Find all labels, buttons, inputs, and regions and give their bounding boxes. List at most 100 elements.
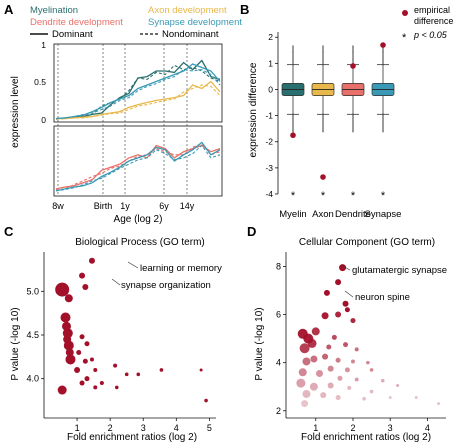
panel-a-xlabel: Age (log 2): [114, 214, 163, 225]
scatter-point: [57, 385, 67, 395]
scatter-point: [82, 283, 89, 290]
scatter-point: [299, 343, 310, 354]
scatter-point: [310, 355, 318, 363]
scatter-point: [344, 307, 350, 313]
scatter-point: [369, 389, 374, 394]
legend-sig-text: p < 0.05: [413, 30, 448, 40]
significance-star: *: [291, 190, 296, 202]
scatter-point: [347, 385, 352, 390]
scatter-point: [344, 367, 350, 373]
scatter-point: [350, 318, 356, 324]
scatter-point: [437, 402, 441, 406]
scatter-point: [366, 360, 370, 365]
panel-c-title: Biological Process (GO term): [75, 237, 204, 248]
panel-c-xlabel: Fold enrichment ratios (log 2): [67, 432, 197, 443]
scatter-point: [302, 389, 311, 398]
legend-axon: Axon development: [148, 5, 227, 16]
ytick-label: 4.5: [26, 330, 39, 340]
scatter-point: [88, 257, 95, 264]
series-line-synapse-development-nondominant: [55, 69, 221, 120]
panel-d-axes: 1 2 3 4 2 4 6 8: [276, 252, 446, 433]
scatter-point: [342, 300, 349, 307]
scatter-point: [79, 380, 85, 386]
scatter-point: [62, 328, 73, 339]
scatter-point: [350, 359, 355, 364]
scatter-point: [307, 338, 317, 348]
empirical-point-synapse: [380, 42, 386, 48]
panel-b-ytick-label: 0: [268, 84, 273, 94]
scatter-point: [369, 368, 374, 372]
outlier-point: [292, 45, 294, 48]
ytick-label: 5.0: [26, 286, 39, 296]
scatter-point: [65, 354, 76, 365]
scatter-point: [79, 272, 86, 279]
series-line-dendrite-development-dominant: [55, 144, 221, 190]
outlier-point: [382, 130, 384, 133]
ytick-label: 8: [276, 261, 281, 271]
scatter-point: [114, 385, 119, 390]
scatter-point: [339, 264, 347, 272]
panel-a-ytick-0.5: 0.5: [34, 77, 46, 87]
panel-b-ytick-label: -1: [265, 111, 273, 121]
scatter-point: [99, 381, 104, 386]
legend-sig-star: *: [402, 32, 407, 44]
panel-b-ylabel: expression difference: [248, 62, 259, 157]
scatter-point: [82, 358, 88, 364]
panel-d-annotations: glutamatergic synapse neuron spine: [340, 264, 447, 303]
scatter-point: [124, 372, 129, 377]
panel-a-ytick-1: 1: [41, 40, 46, 50]
scatter-point: [327, 382, 334, 389]
xtick-label: 1: [75, 423, 80, 433]
scatter-point: [335, 279, 342, 286]
scatter-point: [65, 348, 74, 357]
series-line-myelination-dominant: [55, 59, 221, 120]
outlier-point: [352, 130, 354, 133]
legend-myelination: Myelination: [30, 5, 78, 16]
panel-a-ytick-0: 0: [41, 115, 46, 125]
scatter-point: [327, 365, 334, 372]
panel-d-label: D: [247, 224, 256, 239]
panel-a-label: A: [4, 2, 14, 17]
panel-a-bottom-series: [55, 141, 221, 192]
annotation-synapse-organization: synapse organization: [121, 280, 211, 291]
panel-a-xtick-14y: 14y: [180, 201, 195, 211]
scatter-point: [315, 369, 323, 377]
scatter-point: [326, 344, 332, 350]
scatter-point: [79, 334, 85, 340]
panel-c-points: [55, 257, 208, 403]
scatter-point: [204, 398, 208, 403]
panel-a-bottom-axes: [53, 125, 223, 197]
legend-dominant-label: Dominant: [52, 29, 93, 40]
xtick-label: 2: [108, 423, 113, 433]
scatter-point: [335, 395, 341, 401]
empirical-point-axon: [320, 174, 326, 180]
panel-a-xtick-8w: 8w: [52, 201, 64, 211]
legend-empirical-text-1: empirical: [414, 5, 450, 15]
scatter-point: [93, 385, 98, 390]
panel-b-boxes: [281, 45, 395, 133]
empirical-point-dendrite: [350, 63, 356, 69]
legend-empirical-text-2: difference: [414, 16, 453, 26]
xtick-label: 5: [207, 423, 212, 433]
ytick-label: 6: [276, 310, 281, 320]
panel-b-ytick-label: -3: [265, 163, 273, 173]
scatter-point: [321, 312, 329, 320]
panel-c-axes: 1 2 3 4 5 4.0 4.5 5.0: [26, 252, 216, 433]
scatter-point: [93, 367, 98, 372]
scatter-point: [63, 340, 74, 351]
panel-c-annotations: learning or memory synapse organization: [111, 261, 222, 291]
legend-empirical-dot: [402, 10, 408, 16]
scatter-point: [323, 289, 330, 296]
scatter-point: [309, 382, 318, 391]
scatter-point: [335, 311, 342, 318]
annotation-neuron-spine: neuron spine: [355, 292, 410, 303]
scatter-point: [396, 384, 400, 388]
xtick-label: 4: [425, 423, 430, 433]
scatter-point: [380, 378, 385, 383]
scatter-point: [296, 378, 306, 388]
panel-a-xtick-6y: 6y: [159, 201, 169, 211]
series-line-synapse-development-nondominant: [55, 144, 221, 192]
series-line-axon-development-nondominant: [55, 84, 221, 120]
scatter-point: [159, 368, 164, 372]
panel-a-top-series: [55, 59, 221, 120]
